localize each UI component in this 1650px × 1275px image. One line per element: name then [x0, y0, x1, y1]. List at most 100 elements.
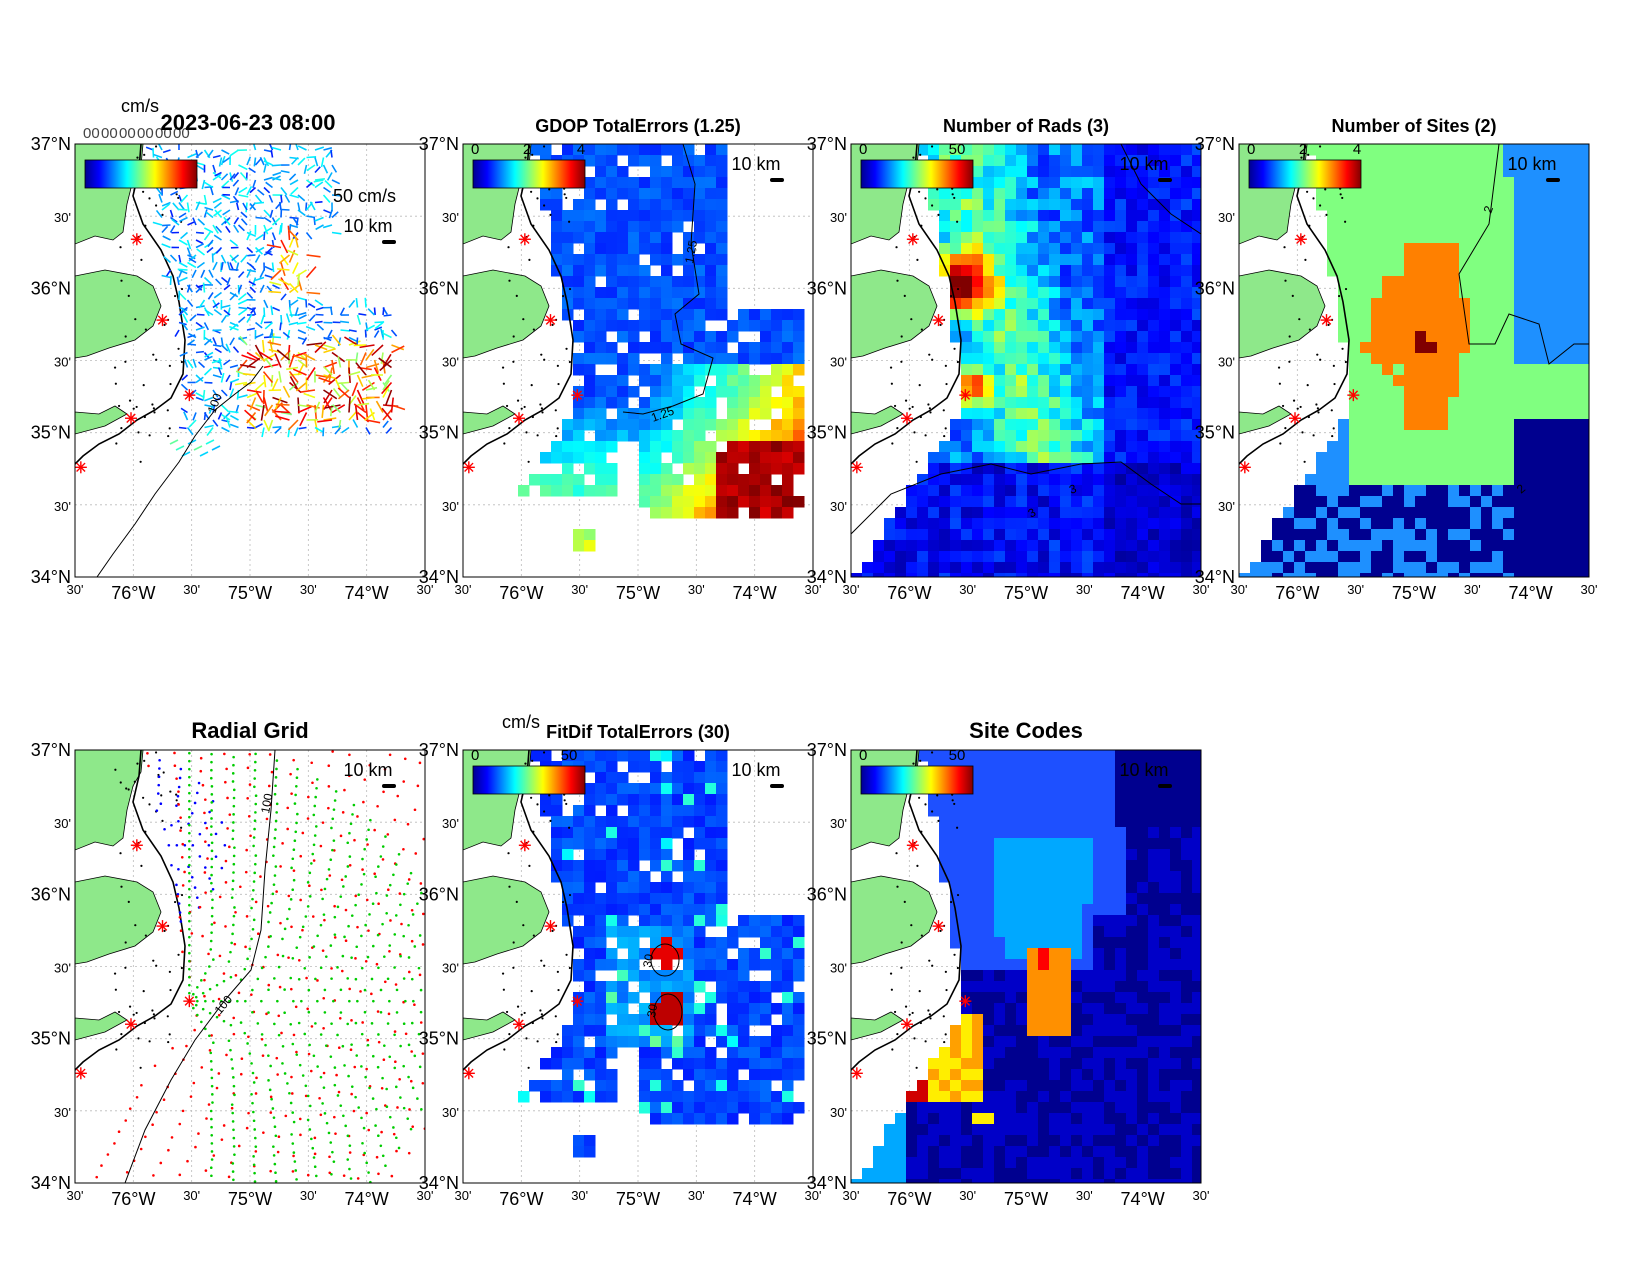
- radial-grid-point: [289, 1022, 293, 1026]
- velocity-arrow: [170, 190, 179, 196]
- radial-grid-point: [328, 1171, 332, 1175]
- heatmap-cell: [1415, 276, 1427, 288]
- heatmap-cell: [1536, 441, 1548, 453]
- heatmap-cell: [1426, 562, 1438, 574]
- heatmap-cell: [1005, 496, 1017, 508]
- heatmap-cell: [983, 463, 995, 475]
- heatmap-cell: [1536, 397, 1548, 409]
- heatmap-cell: [584, 188, 596, 200]
- heatmap-cell: [1294, 562, 1306, 574]
- heatmap-cell: [584, 232, 596, 244]
- heatmap-cell: [1393, 177, 1405, 189]
- velocity-arrow: [181, 374, 189, 381]
- radial-grid-point: [396, 794, 400, 798]
- heatmap-cell: [584, 342, 596, 354]
- heatmap-cell: [1404, 166, 1416, 178]
- radial-grid-point: [188, 871, 191, 875]
- shoreline-dot: [139, 1066, 142, 1069]
- shoreline-dot: [1306, 190, 1309, 193]
- heatmap-cell: [771, 309, 783, 321]
- heatmap-cell: [1393, 551, 1405, 563]
- heatmap-cell: [1382, 298, 1394, 310]
- heatmap-cell: [683, 463, 695, 475]
- radial-grid-point: [225, 1053, 228, 1057]
- heatmap-cell: [1437, 364, 1449, 376]
- lat-tick-label: 34°N: [1195, 567, 1235, 587]
- radial-grid-point: [314, 825, 318, 828]
- heatmap-cell: [1371, 177, 1383, 189]
- heatmap-cell: [1305, 551, 1317, 563]
- heatmap-cell: [1558, 386, 1570, 398]
- heatmap-cell: [573, 1014, 585, 1026]
- heatmap-cell: [1536, 375, 1548, 387]
- radial-grid-point: [407, 970, 411, 974]
- radial-grid-point: [306, 817, 310, 820]
- heatmap-cell: [1415, 551, 1427, 563]
- radial-grid-point: [394, 983, 398, 986]
- heatmap-cell: [1082, 188, 1094, 200]
- heatmap-cell: [1481, 518, 1493, 530]
- heatmap-cell: [972, 452, 984, 464]
- radial-grid-point: [247, 815, 251, 818]
- radial-grid-point: [393, 1030, 397, 1033]
- radial-grid-point: [355, 1054, 359, 1057]
- heatmap-cell: [1360, 551, 1372, 563]
- heatmap-cell: [573, 408, 585, 420]
- heatmap-cell: [1192, 276, 1201, 288]
- heatmap-cell: [650, 441, 662, 453]
- velocity-arrow: [254, 344, 264, 360]
- heatmap-cell: [595, 992, 607, 1004]
- radial-grid-point: [316, 999, 319, 1003]
- radial-grid-point: [175, 883, 178, 887]
- heatmap-cell: [760, 496, 772, 508]
- heatmap-cell: [727, 397, 739, 409]
- velocity-arrow: [245, 202, 248, 213]
- shoreline-dot: [515, 294, 518, 297]
- velocity-arrow: [229, 291, 239, 298]
- heatmap-cell: [1016, 331, 1028, 343]
- radial-grid-point: [389, 919, 392, 922]
- heatmap-cell: [1349, 298, 1361, 310]
- heatmap-cell: [595, 1036, 607, 1048]
- heatmap-cell: [961, 518, 973, 530]
- heatmap-cell: [716, 342, 728, 354]
- heatmap-cell: [1137, 287, 1149, 299]
- shoreline-dot: [135, 1011, 138, 1015]
- heatmap-cell: [1503, 452, 1515, 464]
- heatmap-cell: [1148, 386, 1160, 398]
- heatmap-cell: [1459, 254, 1471, 266]
- heatmap-cell: [1437, 188, 1449, 200]
- velocity-arrow: [297, 405, 312, 414]
- heatmap-cell: [917, 518, 929, 530]
- heatmap-cell: [1038, 375, 1050, 387]
- heatmap-cell: [1049, 331, 1061, 343]
- heatmap-cell: [961, 287, 973, 299]
- heatmap-cell: [617, 276, 629, 288]
- heatmap-cell: [1027, 397, 1039, 409]
- heatmap-cell: [1503, 573, 1515, 577]
- heatmap-cell: [1481, 430, 1493, 442]
- heatmap-cell: [705, 287, 717, 299]
- heatmap-cell: [1382, 265, 1394, 277]
- heatmap-cell: [1547, 276, 1559, 288]
- radial-grid-point: [304, 1084, 308, 1088]
- heatmap-cell: [1093, 463, 1105, 475]
- heatmap-cell: [1016, 386, 1028, 398]
- heatmap-cell: [1547, 287, 1559, 299]
- heatmap-cell: [1558, 331, 1570, 343]
- heatmap-cell: [606, 816, 618, 828]
- heatmap-cell: [1137, 408, 1149, 420]
- radar-site-marker: [571, 389, 584, 402]
- heatmap-cell: [1327, 496, 1339, 508]
- heatmap-cell: [1470, 155, 1482, 167]
- heatmap-cell: [584, 441, 596, 453]
- velocity-arrow: [280, 404, 292, 416]
- velocity-arrow: [287, 344, 291, 360]
- heatmap-cell: [1558, 188, 1570, 200]
- heatmap-cell: [650, 287, 662, 299]
- heatmap-cell: [1492, 364, 1504, 376]
- heatmap-cell: [1547, 232, 1559, 244]
- radial-grid-point: [307, 1052, 311, 1056]
- velocity-arrow: [212, 197, 222, 204]
- heatmap-cell: [1093, 177, 1105, 189]
